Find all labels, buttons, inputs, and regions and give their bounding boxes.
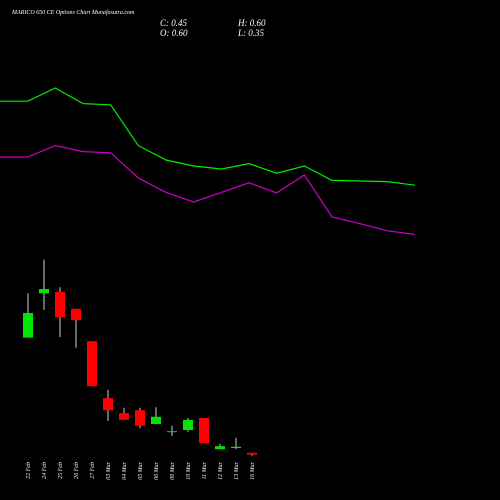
candle-body bbox=[71, 308, 81, 321]
x-tick-label: 24 Feb bbox=[41, 462, 48, 479]
candle-body bbox=[23, 313, 33, 338]
x-tick-label: 04 Mar bbox=[121, 461, 128, 479]
readout-open: O: 0.60 bbox=[160, 28, 188, 38]
candle-body bbox=[119, 413, 129, 420]
readout-high: H: 0.60 bbox=[237, 18, 266, 28]
indicator-line bbox=[0, 87, 416, 186]
x-tick-label: 05 Mar bbox=[138, 461, 144, 479]
readout-low: L: 0.35 bbox=[237, 28, 265, 38]
candle-body bbox=[39, 289, 49, 294]
candle-body bbox=[183, 419, 193, 430]
x-tick-label: 12 Mar bbox=[218, 461, 224, 479]
candle-body bbox=[151, 416, 161, 424]
candle-body bbox=[215, 446, 225, 450]
candle-body bbox=[199, 418, 209, 444]
x-tick-label: 11 Mar bbox=[202, 461, 208, 479]
candle-body bbox=[87, 341, 97, 387]
readout-close: C: 0.45 bbox=[160, 18, 188, 28]
candle-body bbox=[55, 292, 65, 318]
x-tick-label: 09 Mar bbox=[170, 461, 176, 479]
x-tick-label: 22 Feb bbox=[26, 462, 32, 479]
chart-title: MARICO 650 CE Options Chart Munafasutra.… bbox=[11, 9, 135, 16]
candle-body bbox=[135, 410, 145, 426]
x-tick-label: 25 Feb bbox=[58, 462, 64, 479]
candle-body bbox=[231, 446, 241, 448]
x-tick-label: 16 Mar bbox=[250, 461, 256, 479]
x-tick-label: 13 Mar bbox=[234, 461, 240, 479]
x-tick-label: 06 Mar bbox=[154, 461, 160, 479]
x-tick-label: 26 Feb bbox=[74, 462, 80, 479]
indicator-line bbox=[0, 144, 416, 235]
candle-body bbox=[247, 452, 257, 455]
x-tick-label: 27 Feb bbox=[90, 462, 96, 479]
x-tick-label: 10 Mar bbox=[186, 461, 192, 479]
candle-body bbox=[167, 431, 177, 433]
x-tick-label: 03 Mar bbox=[106, 461, 112, 479]
candle-body bbox=[103, 398, 113, 411]
